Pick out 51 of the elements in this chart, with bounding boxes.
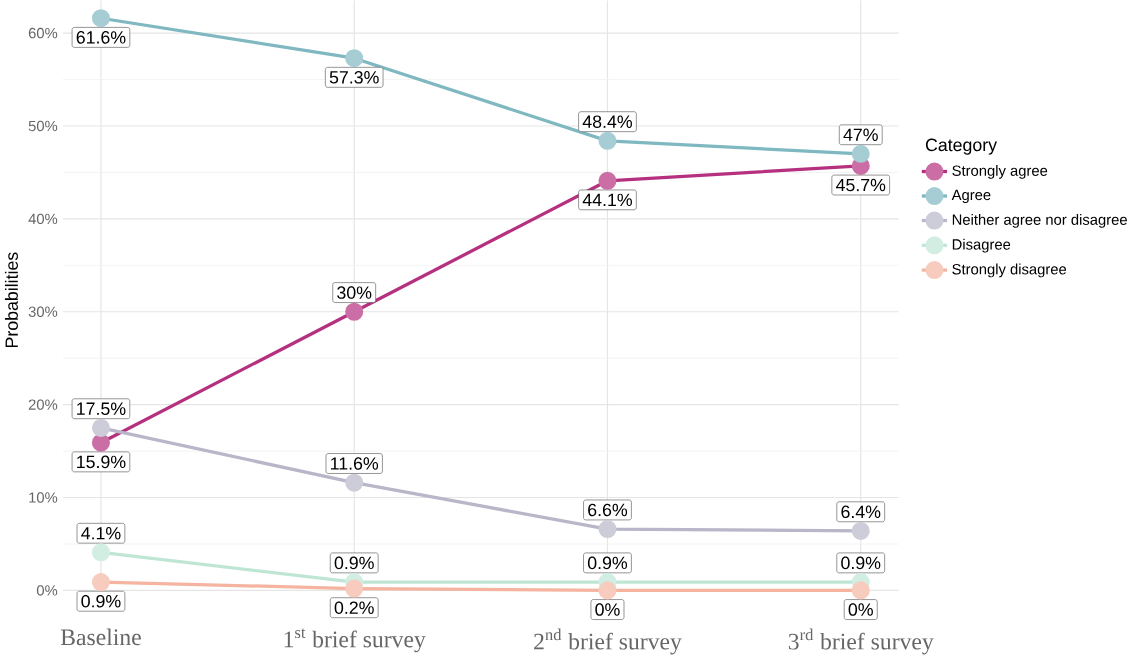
x-tick-label: 1$^{st}$ brief survey [284,628,426,653]
y-tick-label: 10% [29,492,58,503]
legend-label: Strongly disagree [952,263,1067,278]
data-label: 47% [843,128,878,141]
point [598,131,617,150]
y-tick-label: 0% [36,584,58,596]
y-tick-label: 40% [28,213,58,224]
point [851,144,870,163]
data-label: 0.9% [81,594,121,608]
data-label: 0.9% [587,556,628,569]
point [91,418,110,437]
x-tick-label: 3$^{rd}$ brief survey [788,628,934,655]
legend-label: Agree [951,189,991,203]
y-axis-title: Probabilities [4,252,18,347]
data-label: 48.4% [582,115,632,128]
x-tick-label: 2$^{nd}$ brief survey [534,628,682,655]
data-label: 57.3% [329,70,379,84]
data-label: 30% [337,286,372,299]
point [345,579,364,598]
point [91,543,110,562]
x-tick-label: Baseline [60,628,141,646]
point [345,473,364,492]
data-label: 45.7% [835,178,886,192]
legend-title: Category [925,138,997,155]
y-tick-label: 30% [28,306,58,317]
data-label: 6.4% [841,505,881,518]
y-tick-label: 50% [28,120,58,132]
point [598,581,617,600]
data-label: 0% [595,603,620,616]
legend-label: Disagree [952,238,1011,253]
y-tick-label: 20% [28,399,58,410]
point [91,572,110,591]
legend-label: Neither agree nor disagree [952,213,1127,228]
data-label: 0% [848,603,873,616]
point [345,48,364,68]
point [598,519,617,538]
data-label: 0.9% [841,556,881,569]
data-label: 61.6% [76,30,126,44]
point [851,581,870,600]
data-label: 0.2% [334,601,374,614]
legend-label: Strongly agree [952,164,1048,179]
y-tick-label: 60% [28,27,58,39]
point [851,521,870,540]
data-label: 15.9% [77,455,126,468]
data-label: 6.6% [588,503,628,517]
data-label: 44.1% [582,193,632,206]
point [91,9,110,28]
data-label: 4.1% [81,526,121,540]
data-label: 11.6% [331,457,379,470]
data-label: 17.5% [77,402,126,415]
data-label: 0.9% [334,556,374,569]
